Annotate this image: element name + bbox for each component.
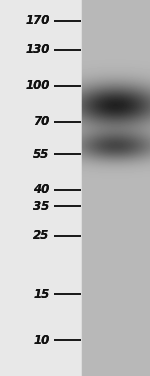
Text: 35: 35	[33, 200, 50, 212]
Text: 70: 70	[33, 115, 50, 128]
Text: 130: 130	[25, 43, 50, 56]
Text: 15: 15	[33, 288, 50, 300]
Text: 170: 170	[25, 14, 50, 27]
Text: 10: 10	[33, 334, 50, 347]
Text: 10: 10	[33, 334, 50, 347]
Text: 55: 55	[33, 148, 50, 161]
Bar	[82, 0, 150, 376]
Text: 25: 25	[33, 229, 50, 242]
Text: 15: 15	[33, 288, 50, 300]
Text: 25: 25	[33, 229, 50, 242]
Text: 130: 130	[25, 43, 50, 56]
Text: 70: 70	[33, 115, 50, 128]
Text: 55: 55	[33, 148, 50, 161]
Bar	[0, 0, 82, 376]
Text: 35: 35	[33, 200, 50, 212]
Text: 100: 100	[25, 79, 50, 92]
Text: 170: 170	[25, 14, 50, 27]
Text: 40: 40	[33, 183, 50, 196]
Text: 40: 40	[33, 183, 50, 196]
Text: 100: 100	[25, 79, 50, 92]
